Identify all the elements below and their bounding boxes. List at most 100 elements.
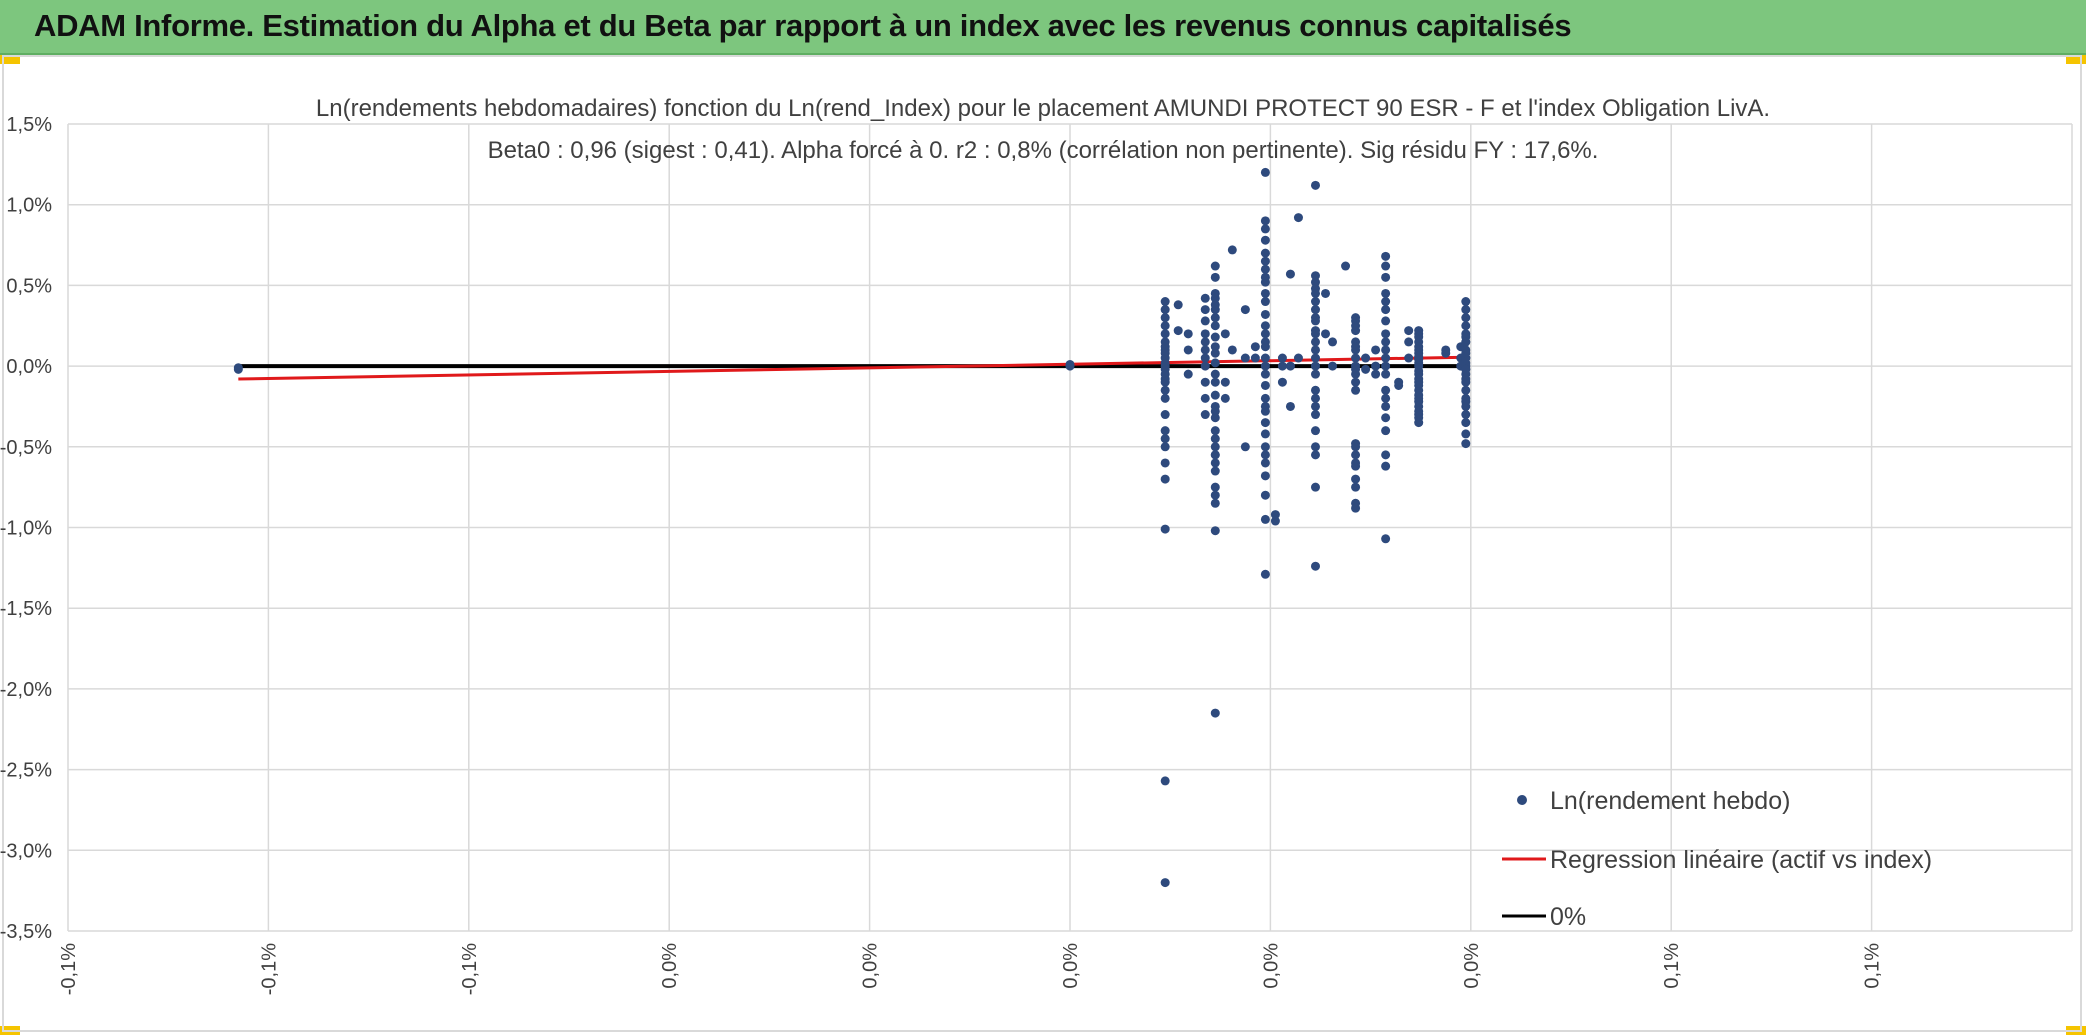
- scatter-point: [1310, 277, 1320, 287]
- y-tick-label: 0,5%: [6, 275, 52, 297]
- scatter-point: [1260, 337, 1270, 347]
- scatter-point: [1160, 524, 1170, 534]
- scatter-point: [1210, 490, 1220, 500]
- scatter-point: [1200, 393, 1210, 403]
- scatter-point: [1250, 353, 1260, 363]
- scatter-point: [1381, 329, 1391, 339]
- scatter-point: [1381, 413, 1391, 423]
- y-tick-label: -3,0%: [0, 840, 52, 862]
- scatter-point: [1200, 329, 1210, 339]
- scatter-point: [1310, 561, 1320, 571]
- scatter-point: [1321, 288, 1331, 298]
- scatter-point: [1210, 482, 1220, 492]
- scatter-point: [1210, 321, 1220, 331]
- x-tick-label: 0,1%: [1862, 943, 1884, 989]
- x-tick-label: 0,1%: [1661, 943, 1683, 989]
- scatter-point: [1210, 526, 1220, 536]
- scatter-point: [1461, 321, 1471, 331]
- chart-title: Ln(rendements hebdomadaires) fonction du…: [316, 95, 1770, 122]
- scatter-points: [233, 167, 1471, 888]
- scatter-point: [1310, 426, 1320, 436]
- scatter-point: [1310, 353, 1320, 363]
- scatter-point: [1260, 264, 1270, 274]
- scatter-point: [1310, 329, 1320, 339]
- corner-marker-top-left: [0, 55, 20, 64]
- y-tick-label: -2,5%: [0, 760, 52, 782]
- scatter-point: [1210, 358, 1220, 368]
- scatter-point: [1260, 418, 1270, 428]
- scatter-point: [1260, 393, 1270, 403]
- scatter-point: [1404, 326, 1414, 336]
- x-tick-label: 0,0%: [1461, 943, 1483, 989]
- scatter-point: [1461, 401, 1471, 411]
- scatter-point: [1351, 364, 1361, 374]
- legend-item-zero: 0%: [1502, 903, 1586, 931]
- scatter-point: [1210, 413, 1220, 423]
- scatter-point: [1270, 510, 1280, 520]
- scatter-point: [1310, 316, 1320, 326]
- scatter-point: [1381, 251, 1391, 261]
- scatter-point: [1310, 337, 1320, 347]
- scatter-point: [1160, 321, 1170, 331]
- scatter-point: [1210, 332, 1220, 342]
- scatter-point: [1361, 364, 1371, 374]
- chart-subtitle: Beta0 : 0,96 (sigest : 0,41). Alpha forc…: [488, 137, 1599, 164]
- x-tick-label: -0,1%: [459, 943, 481, 995]
- legend-label-points: Ln(rendement hebdo): [1550, 787, 1790, 815]
- scatter-point: [1461, 348, 1471, 358]
- scatter-point: [1414, 397, 1424, 407]
- y-tick-label: 1,5%: [6, 114, 52, 136]
- y-tick-label: 0,0%: [6, 356, 52, 378]
- scatter-point: [1310, 385, 1320, 395]
- chart-legend: Ln(rendement hebdo) Regression linéaire …: [1502, 787, 1932, 931]
- scatter-point: [1404, 353, 1414, 363]
- scatter-point: [1461, 337, 1471, 347]
- legend-label-regression: Regression linéaire (actif vs index): [1550, 846, 1932, 874]
- scatter-point: [1277, 361, 1287, 371]
- x-tick-label: 0,0%: [1260, 943, 1282, 989]
- scatter-point: [1065, 359, 1075, 369]
- y-tick-label: -1,0%: [0, 518, 52, 540]
- y-tick-label: -2,0%: [0, 679, 52, 701]
- scatter-point: [1341, 261, 1351, 271]
- scatter-point: [1200, 377, 1210, 387]
- scatter-point: [1293, 213, 1303, 223]
- scatter-point: [1310, 180, 1320, 190]
- scatter-point: [1404, 337, 1414, 347]
- scatter-point: [1260, 288, 1270, 298]
- scatter-point: [1414, 342, 1424, 352]
- scatter-point: [1260, 248, 1270, 258]
- scatter-point: [1381, 369, 1391, 379]
- scatter-point: [1328, 361, 1338, 371]
- scatter-point: [1310, 271, 1320, 281]
- scatter-point: [1160, 377, 1170, 387]
- scatter-point: [1200, 353, 1210, 363]
- scatter-point: [1277, 353, 1287, 363]
- scatter-point: [1461, 374, 1471, 384]
- scatter-point: [1210, 442, 1220, 452]
- scatter-point: [1200, 316, 1210, 326]
- scatter-point: [1351, 474, 1361, 484]
- scatter-point: [1381, 461, 1391, 471]
- scatter-point: [1371, 369, 1381, 379]
- y-tick-label: -3,5%: [0, 921, 52, 943]
- scatter-point: [1210, 390, 1220, 400]
- scatter-point: [1160, 385, 1170, 395]
- scatter-point: [1310, 482, 1320, 492]
- report-title: ADAM Informe. Estimation du Alpha et du …: [34, 8, 1572, 43]
- scatter-point: [1220, 393, 1230, 403]
- scatter-point: [1173, 300, 1183, 310]
- scatter-point: [1461, 429, 1471, 439]
- scatter-point: [1381, 261, 1391, 271]
- y-tick-label: -0,5%: [0, 437, 52, 459]
- scatter-point: [1461, 313, 1471, 323]
- scatter-point: [1381, 316, 1391, 326]
- scatter-point: [1381, 297, 1391, 307]
- scatter-point: [1260, 235, 1270, 245]
- scatter-point: [1210, 426, 1220, 436]
- scatter-point: [1371, 361, 1381, 371]
- regression-line: [238, 355, 1466, 381]
- scatter-point: [1414, 374, 1424, 384]
- scatter-point: [1461, 439, 1471, 449]
